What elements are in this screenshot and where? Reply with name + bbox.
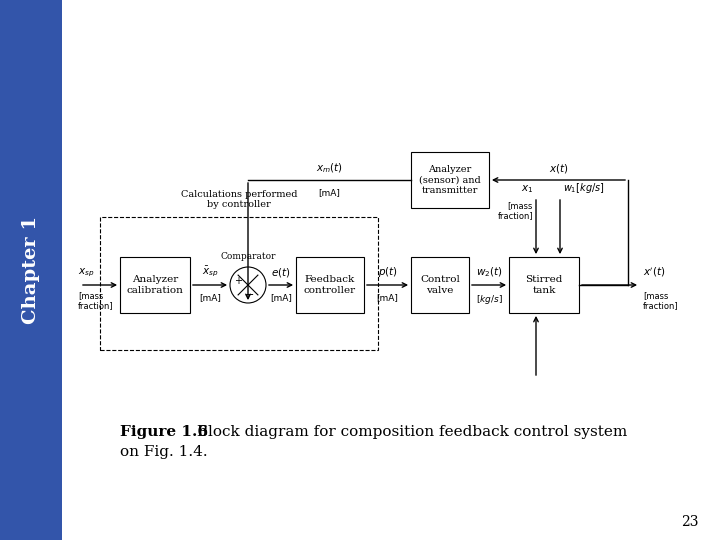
Text: −: − (245, 290, 254, 300)
Text: Chapter 1: Chapter 1 (22, 216, 40, 324)
Text: Analyzer
(sensor) and
transmitter: Analyzer (sensor) and transmitter (419, 165, 481, 195)
Text: [mA]: [mA] (199, 293, 221, 302)
Text: [mass
fraction]: [mass fraction] (498, 201, 533, 220)
Text: Stirred
tank: Stirred tank (526, 275, 563, 295)
FancyBboxPatch shape (509, 257, 579, 313)
Text: $x'(t)$: $x'(t)$ (643, 266, 665, 279)
Text: Control
valve: Control valve (420, 275, 460, 295)
Text: $w_2(t)$: $w_2(t)$ (476, 265, 503, 279)
Text: $x_1$: $x_1$ (521, 183, 533, 195)
Text: Block diagram for composition feedback control system: Block diagram for composition feedback c… (192, 425, 627, 439)
Text: on Fig. 1.4.: on Fig. 1.4. (120, 445, 207, 459)
Text: Comparator: Comparator (220, 252, 276, 261)
FancyBboxPatch shape (411, 257, 469, 313)
Text: 23: 23 (681, 515, 698, 529)
Text: $w_1[kg/s]$: $w_1[kg/s]$ (563, 181, 605, 195)
Text: $e(t)$: $e(t)$ (271, 266, 291, 279)
Text: Analyzer
calibration: Analyzer calibration (127, 275, 184, 295)
FancyBboxPatch shape (296, 257, 364, 313)
Text: $x(t)$: $x(t)$ (549, 162, 568, 175)
FancyBboxPatch shape (411, 152, 489, 208)
Text: [$kg/s$]: [$kg/s$] (475, 293, 503, 306)
Text: $x_m(t)$: $x_m(t)$ (316, 161, 343, 175)
Text: [mass
fraction]: [mass fraction] (78, 291, 114, 310)
Text: $\bar{x}_{sp}$: $\bar{x}_{sp}$ (202, 265, 218, 279)
Text: $x_{sp}$: $x_{sp}$ (78, 267, 94, 279)
Text: [mA]: [mA] (318, 188, 341, 197)
Text: [mass
fraction]: [mass fraction] (643, 291, 679, 310)
Text: Figure 1.6: Figure 1.6 (120, 425, 208, 439)
Circle shape (230, 267, 266, 303)
FancyBboxPatch shape (120, 257, 190, 313)
Text: $p(t)$: $p(t)$ (377, 265, 397, 279)
Text: Calculations performed
by controller: Calculations performed by controller (181, 190, 297, 209)
Text: [mA]: [mA] (377, 293, 398, 302)
Text: +: + (234, 276, 242, 286)
Text: Feedback
controller: Feedback controller (304, 275, 356, 295)
Text: [mA]: [mA] (270, 293, 292, 302)
FancyBboxPatch shape (0, 0, 62, 540)
FancyBboxPatch shape (62, 0, 720, 540)
